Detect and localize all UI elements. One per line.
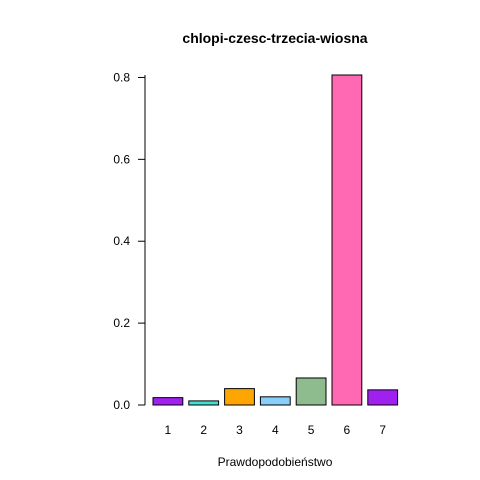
bar-2 (188, 400, 220, 406)
bar-6 (331, 74, 363, 406)
x-tick-label: 6 (344, 423, 351, 437)
y-tick-label: 0.0 (113, 398, 130, 412)
x-tick-label: 1 (165, 423, 172, 437)
bar-1 (152, 397, 184, 406)
bar-3 (224, 388, 255, 406)
bars (152, 74, 399, 406)
y-axis: 0.0 0.2 0.4 0.6 0.8 (113, 70, 145, 412)
bar-5 (295, 377, 327, 406)
bar-4 (259, 396, 291, 406)
x-axis-label: Prawdopodobieństwo (218, 455, 333, 469)
bar-7 (367, 389, 399, 406)
x-tick-label: 4 (272, 423, 279, 437)
y-tick-label: 0.2 (113, 316, 130, 330)
x-tick-label: 3 (236, 423, 243, 437)
x-tick-label: 7 (379, 423, 386, 437)
y-tick-label: 0.4 (113, 234, 130, 248)
x-tick-label: 2 (200, 423, 207, 437)
y-tick-label: 0.8 (113, 70, 130, 84)
x-axis-tick-labels: 1 2 3 4 5 6 7 (165, 423, 387, 437)
chart-title: chlopi-czesc-trzecia-wiosna (182, 30, 367, 46)
x-tick-label: 5 (308, 423, 315, 437)
y-tick-label: 0.6 (113, 152, 130, 166)
